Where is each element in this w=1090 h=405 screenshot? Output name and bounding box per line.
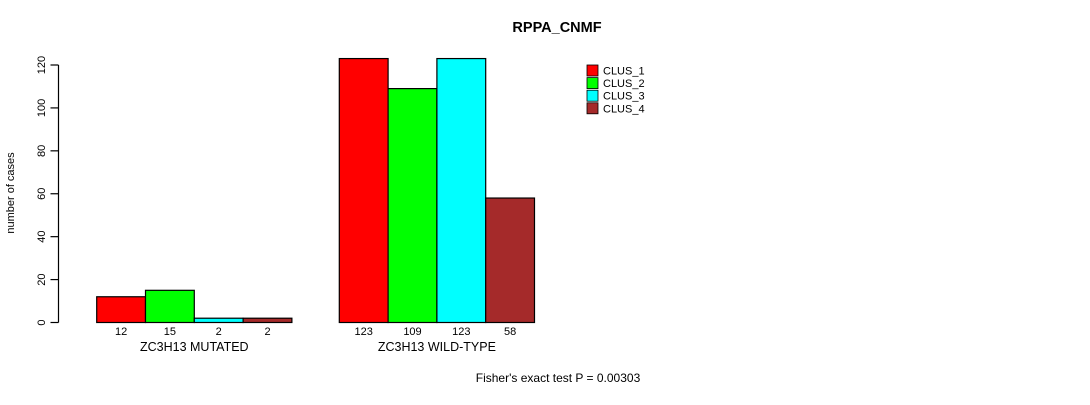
bar-value-label: 123 bbox=[355, 326, 373, 338]
legend-label: CLUS_1 bbox=[603, 66, 645, 78]
bar-CLUS_2-group1 bbox=[387, 88, 438, 324]
bar-value-label: 109 bbox=[403, 326, 421, 338]
legend-label: CLUS_2 bbox=[603, 78, 645, 90]
bar-CLUS_2-group0 bbox=[144, 289, 195, 324]
bar-value-label: 123 bbox=[452, 326, 470, 338]
annotation-text: Fisher's exact test P = 0.00303 bbox=[476, 371, 641, 385]
bar-CLUS_4-group1 bbox=[485, 197, 536, 324]
bar-value-label: 2 bbox=[216, 326, 222, 338]
bar-CLUS_3-group0 bbox=[193, 317, 244, 324]
bar-value-label: 58 bbox=[504, 326, 516, 338]
bar-value-label: 2 bbox=[264, 326, 270, 338]
y-tick-label: 120 bbox=[36, 56, 48, 74]
y-tick-label: 60 bbox=[36, 188, 48, 200]
chart-title: RPPA_CNMF bbox=[512, 20, 601, 36]
y-tick-label: 40 bbox=[36, 231, 48, 243]
bar-CLUS_4-group0 bbox=[242, 317, 293, 324]
y-tick-label: 0 bbox=[36, 319, 48, 325]
legend-label: CLUS_4 bbox=[603, 103, 645, 115]
legend-swatch-CLUS_1 bbox=[586, 64, 599, 77]
legend-swatch-CLUS_3 bbox=[586, 89, 599, 102]
y-axis-title: number of cases bbox=[5, 152, 17, 234]
bar-CLUS_1-group0 bbox=[96, 296, 147, 324]
group-label: ZC3H13 MUTATED bbox=[140, 340, 249, 354]
bar-value-label: 12 bbox=[115, 326, 127, 338]
legend-swatch-CLUS_4 bbox=[586, 102, 599, 115]
group-label: ZC3H13 WILD-TYPE bbox=[378, 340, 496, 354]
y-tick-label: 20 bbox=[36, 273, 48, 285]
bar-CLUS_1-group1 bbox=[338, 57, 389, 324]
y-tick-label: 100 bbox=[36, 99, 48, 117]
legend-swatch-CLUS_2 bbox=[586, 77, 599, 89]
bar-value-label: 15 bbox=[164, 326, 176, 338]
y-tick-label: 80 bbox=[36, 145, 48, 157]
bar-CLUS_3-group1 bbox=[436, 57, 487, 324]
legend-label: CLUS_3 bbox=[603, 91, 645, 103]
